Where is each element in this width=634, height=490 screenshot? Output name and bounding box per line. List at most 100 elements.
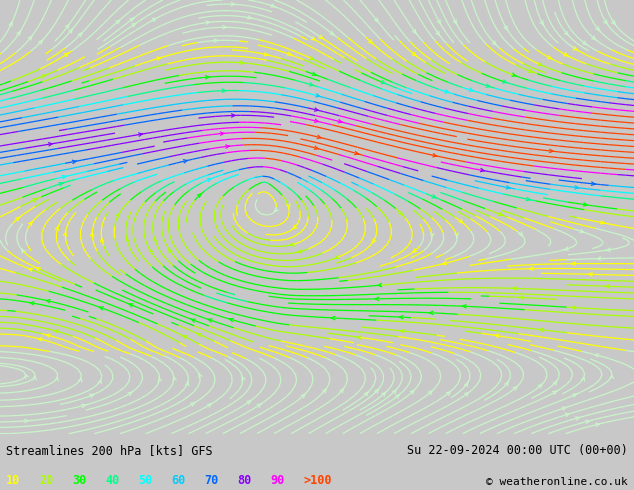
FancyArrowPatch shape (271, 4, 275, 7)
FancyArrowPatch shape (197, 333, 202, 337)
FancyArrowPatch shape (46, 299, 50, 303)
FancyArrowPatch shape (168, 248, 172, 253)
FancyArrowPatch shape (205, 75, 209, 79)
Text: 60: 60 (171, 474, 185, 487)
FancyArrowPatch shape (381, 80, 385, 84)
FancyArrowPatch shape (538, 384, 543, 388)
FancyArrowPatch shape (206, 21, 210, 24)
FancyArrowPatch shape (126, 237, 129, 242)
FancyArrowPatch shape (17, 31, 21, 35)
FancyArrowPatch shape (314, 146, 318, 149)
FancyArrowPatch shape (462, 305, 466, 308)
FancyArrowPatch shape (132, 23, 136, 27)
Text: 10: 10 (6, 474, 20, 487)
FancyArrowPatch shape (39, 40, 42, 44)
Text: 80: 80 (237, 474, 251, 487)
FancyArrowPatch shape (365, 392, 368, 396)
FancyArrowPatch shape (437, 20, 441, 25)
FancyArrowPatch shape (55, 226, 59, 230)
FancyArrowPatch shape (572, 306, 576, 309)
FancyArrowPatch shape (572, 262, 575, 265)
FancyArrowPatch shape (25, 419, 29, 422)
FancyArrowPatch shape (503, 80, 507, 83)
FancyArrowPatch shape (323, 388, 327, 393)
FancyArrowPatch shape (275, 208, 278, 211)
FancyArrowPatch shape (242, 376, 245, 381)
FancyArrowPatch shape (149, 248, 153, 253)
FancyArrowPatch shape (298, 250, 302, 253)
FancyArrowPatch shape (410, 390, 415, 394)
FancyArrowPatch shape (207, 178, 211, 181)
FancyArrowPatch shape (526, 197, 530, 201)
FancyArrowPatch shape (91, 231, 94, 236)
FancyArrowPatch shape (197, 194, 202, 197)
FancyArrowPatch shape (317, 135, 321, 139)
FancyArrowPatch shape (129, 304, 133, 307)
FancyArrowPatch shape (264, 52, 268, 56)
FancyArrowPatch shape (16, 217, 20, 221)
FancyArrowPatch shape (433, 154, 437, 157)
FancyArrowPatch shape (432, 195, 436, 198)
FancyArrowPatch shape (292, 225, 297, 229)
FancyArrowPatch shape (495, 334, 499, 338)
FancyArrowPatch shape (230, 318, 233, 321)
FancyArrowPatch shape (226, 145, 230, 148)
FancyArrowPatch shape (540, 21, 544, 25)
FancyArrowPatch shape (130, 18, 134, 22)
FancyArrowPatch shape (372, 239, 376, 243)
FancyArrowPatch shape (65, 53, 68, 56)
FancyArrowPatch shape (446, 392, 451, 395)
FancyArrowPatch shape (612, 21, 616, 25)
FancyArrowPatch shape (519, 232, 522, 236)
FancyArrowPatch shape (128, 392, 132, 395)
Text: 20: 20 (39, 474, 53, 487)
FancyArrowPatch shape (513, 287, 517, 290)
FancyArrowPatch shape (82, 404, 86, 408)
FancyArrowPatch shape (314, 119, 318, 122)
FancyArrowPatch shape (191, 403, 195, 406)
FancyArrowPatch shape (576, 417, 579, 420)
FancyArrowPatch shape (116, 213, 120, 218)
FancyArrowPatch shape (247, 16, 252, 19)
FancyArrowPatch shape (9, 21, 13, 26)
FancyArrowPatch shape (153, 237, 157, 242)
FancyArrowPatch shape (319, 35, 323, 39)
FancyArrowPatch shape (481, 169, 484, 171)
FancyArrowPatch shape (340, 388, 344, 393)
FancyArrowPatch shape (580, 229, 584, 233)
FancyArrowPatch shape (287, 204, 290, 209)
FancyArrowPatch shape (311, 37, 316, 40)
FancyArrowPatch shape (600, 221, 604, 224)
FancyArrowPatch shape (33, 199, 37, 202)
FancyArrowPatch shape (562, 407, 566, 410)
FancyArrowPatch shape (595, 354, 598, 357)
FancyArrowPatch shape (183, 336, 187, 339)
FancyArrowPatch shape (223, 25, 226, 29)
FancyArrowPatch shape (208, 319, 212, 322)
FancyArrowPatch shape (506, 186, 510, 189)
FancyArrowPatch shape (586, 420, 590, 423)
FancyArrowPatch shape (604, 20, 608, 24)
FancyArrowPatch shape (116, 20, 120, 24)
FancyArrowPatch shape (231, 114, 235, 117)
FancyArrowPatch shape (29, 36, 32, 40)
FancyArrowPatch shape (453, 20, 457, 25)
FancyArrowPatch shape (100, 237, 104, 242)
FancyArrowPatch shape (198, 373, 202, 378)
FancyArrowPatch shape (21, 248, 25, 253)
Text: Su 22-09-2024 00:00 UTC (00+00): Su 22-09-2024 00:00 UTC (00+00) (407, 444, 628, 457)
FancyArrowPatch shape (139, 133, 143, 136)
FancyArrowPatch shape (68, 28, 73, 33)
FancyArrowPatch shape (183, 160, 188, 163)
FancyArrowPatch shape (553, 391, 557, 394)
FancyArrowPatch shape (512, 73, 516, 76)
FancyArrowPatch shape (573, 47, 578, 50)
FancyArrowPatch shape (429, 311, 433, 315)
FancyArrowPatch shape (583, 41, 587, 45)
FancyArrowPatch shape (62, 175, 66, 179)
FancyArrowPatch shape (529, 69, 533, 73)
FancyArrowPatch shape (240, 61, 243, 64)
Text: 40: 40 (105, 474, 119, 487)
Text: © weatheronline.co.uk: © weatheronline.co.uk (486, 477, 628, 487)
FancyArrowPatch shape (29, 221, 33, 226)
